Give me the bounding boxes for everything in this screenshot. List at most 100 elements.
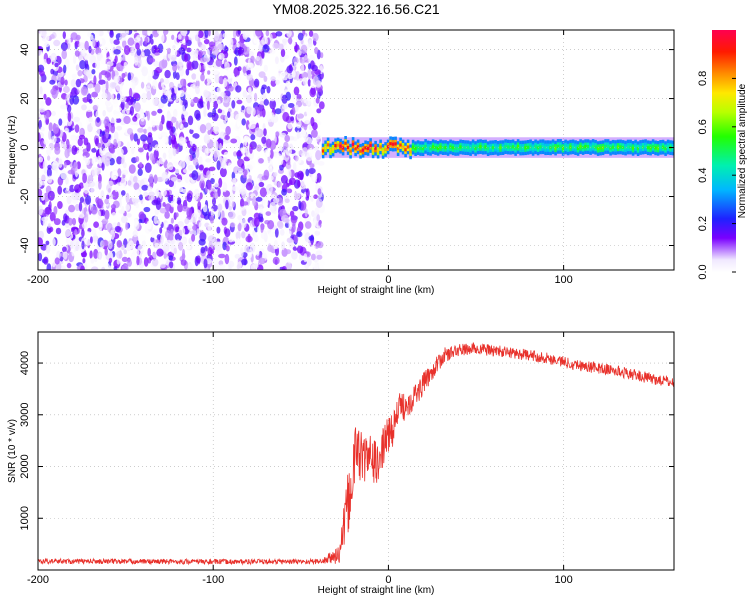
noise-speckle xyxy=(140,81,145,89)
noise-speckle xyxy=(311,70,315,76)
noise-speckle xyxy=(172,194,178,204)
noise-speckle xyxy=(106,91,111,101)
band-cell-core xyxy=(621,145,625,149)
noise-speckle xyxy=(309,88,317,98)
noise-speckle xyxy=(126,213,132,218)
band-cell-core xyxy=(496,146,500,150)
noise-speckle xyxy=(269,33,273,42)
noise-speckle xyxy=(201,64,205,75)
band-cell-core xyxy=(429,146,432,150)
noise-speckle xyxy=(170,217,174,224)
band-cell-core xyxy=(399,143,402,147)
noise-speckle xyxy=(89,250,93,259)
noise-speckle xyxy=(178,160,186,169)
noise-speckle xyxy=(67,169,75,175)
noise-speckle xyxy=(55,227,62,235)
band-cell-core xyxy=(666,145,670,149)
noise-speckle xyxy=(206,75,213,84)
noise-speckle xyxy=(38,188,43,197)
noise-speckle xyxy=(144,36,149,45)
noise-speckle xyxy=(80,265,85,270)
noise-speckle xyxy=(133,182,140,191)
noise-speckle xyxy=(270,76,276,82)
noise-speckle xyxy=(165,222,169,228)
band-cell-core xyxy=(576,146,580,150)
noise-speckle xyxy=(100,57,107,65)
noise-speckle xyxy=(193,96,199,104)
noise-speckle xyxy=(255,196,263,202)
noise-speckle xyxy=(97,155,101,164)
noise-speckle xyxy=(49,79,56,85)
noise-speckle xyxy=(72,95,80,105)
noise-speckle xyxy=(129,106,134,116)
noise-speckle xyxy=(66,262,72,269)
noise-speckle xyxy=(278,145,284,152)
noise-speckle xyxy=(48,226,54,233)
noise-speckle xyxy=(107,180,114,186)
noise-speckle xyxy=(141,51,145,57)
noise-speckle xyxy=(44,42,50,48)
noise-speckle xyxy=(313,194,318,199)
band-cell-core xyxy=(424,144,427,149)
noise-speckle xyxy=(307,79,311,87)
noise-speckle xyxy=(70,79,77,88)
noise-speckle xyxy=(259,100,265,106)
noise-speckle xyxy=(196,191,201,198)
noise-speckle xyxy=(249,89,253,96)
noise-speckle xyxy=(84,231,92,239)
noise-speckle xyxy=(114,113,121,119)
band-cell-core xyxy=(571,145,575,149)
noise-speckle xyxy=(191,60,199,70)
noise-speckle xyxy=(184,218,190,225)
noise-speckle xyxy=(300,200,307,211)
noise-speckle xyxy=(274,108,282,115)
noise-speckle xyxy=(293,86,300,96)
noise-speckle xyxy=(152,79,158,90)
noise-speckle xyxy=(181,188,189,194)
noise-speckle xyxy=(277,61,284,72)
noise-speckle xyxy=(151,110,157,116)
band-cell-core xyxy=(639,145,642,149)
noise-speckle xyxy=(265,111,271,121)
noise-speckle xyxy=(191,73,197,80)
noise-speckle xyxy=(90,186,98,194)
noise-speckle xyxy=(287,122,293,130)
noise-speckle xyxy=(116,240,123,248)
noise-speckle xyxy=(241,70,248,81)
noise-speckle xyxy=(216,160,221,171)
noise-speckle xyxy=(198,221,204,231)
band-cell-core xyxy=(514,146,517,150)
noise-speckle xyxy=(311,64,318,72)
band-cell-core xyxy=(599,146,602,150)
noise-speckle xyxy=(228,211,236,220)
noise-speckle xyxy=(111,189,119,200)
noise-speckle xyxy=(96,198,104,209)
noise-speckle xyxy=(43,58,47,65)
noise-speckle xyxy=(47,190,55,201)
band-cell-core xyxy=(604,144,607,149)
band-cell-core xyxy=(636,147,640,151)
spectrogram-frame xyxy=(37,29,675,271)
noise-speckle xyxy=(134,56,139,66)
noise-speckle xyxy=(154,144,160,151)
noise-speckle xyxy=(250,264,256,270)
noise-speckle xyxy=(256,144,262,152)
noise-speckle xyxy=(97,220,103,231)
noise-speckle xyxy=(257,264,264,270)
noise-speckle xyxy=(115,81,123,92)
noise-speckle xyxy=(197,100,204,109)
noise-speckle xyxy=(207,246,213,257)
noise-speckle xyxy=(261,36,269,46)
x-tick-label: 100 xyxy=(554,274,572,286)
noise-speckle xyxy=(220,91,226,98)
noise-speckle xyxy=(283,141,289,150)
noise-speckle xyxy=(153,47,161,53)
noise-speckle xyxy=(148,173,154,184)
noise-speckle xyxy=(104,198,109,205)
band-cell-core xyxy=(379,145,382,149)
noise-speckle xyxy=(164,211,170,219)
band-cell-core xyxy=(531,146,535,150)
noise-speckle xyxy=(123,45,131,56)
noise-speckle xyxy=(292,41,296,47)
noise-speckle xyxy=(224,228,231,238)
